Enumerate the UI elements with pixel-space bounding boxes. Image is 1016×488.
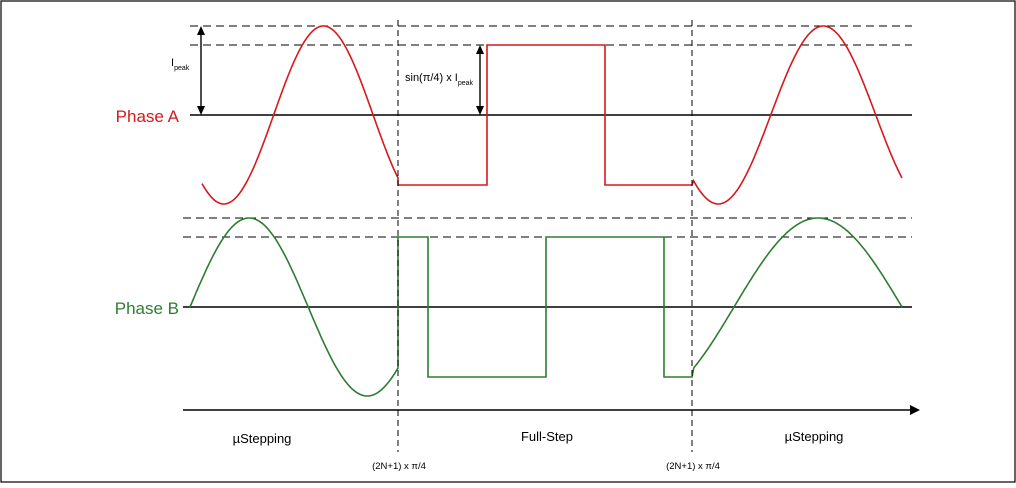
ipeak-arrow-head-bottom bbox=[197, 106, 205, 115]
ipeak-label: Ipeak bbox=[171, 57, 190, 72]
region-label-left: µStepping bbox=[233, 431, 292, 446]
region-label-middle: Full-Step bbox=[521, 429, 573, 444]
sin-peak-arrow-head-top bbox=[476, 45, 484, 54]
phase-b-waveform bbox=[189, 217, 903, 397]
ipeak-label-main: I bbox=[171, 57, 174, 69]
boundary-label-left: (2N+1) x π/4 bbox=[372, 461, 426, 472]
sin-peak-label-sub: peak bbox=[458, 80, 474, 87]
ipeak-arrow-head-top bbox=[197, 26, 205, 35]
sin-peak-label-main: sin(π/4) x I bbox=[405, 72, 458, 84]
time-axis-arrowhead bbox=[910, 405, 920, 415]
sin-peak-arrow-head-bottom bbox=[476, 106, 484, 115]
phase-a-label: Phase A bbox=[116, 107, 180, 126]
ipeak-label-sub: peak bbox=[174, 65, 190, 72]
phase-a-waveform bbox=[201, 25, 903, 205]
boundary-label-right: (2N+1) x π/4 bbox=[666, 461, 720, 472]
sin-peak-label: sin(π/4) x Ipeak bbox=[405, 72, 474, 87]
region-label-right: µStepping bbox=[785, 429, 844, 444]
phase-b-label: Phase B bbox=[115, 299, 179, 318]
